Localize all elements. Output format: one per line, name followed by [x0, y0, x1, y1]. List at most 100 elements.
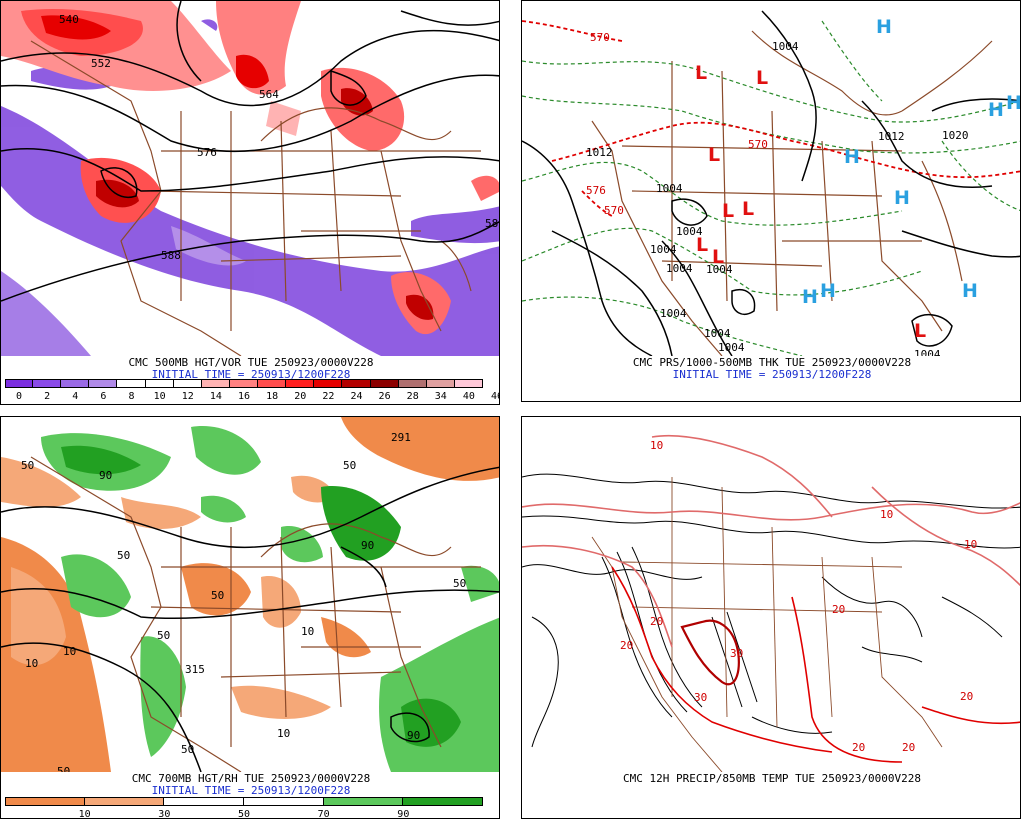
map-700mb: 291 315 50 90 10 10 50 90 50 10 50 50 90…	[1, 417, 499, 772]
scale-swatch	[398, 379, 427, 388]
high-pressure-marker: H	[894, 187, 910, 209]
contour-label: 315	[185, 663, 205, 676]
thickness-570-576	[522, 20, 1020, 217]
scale-tick-label: 24	[350, 391, 363, 402]
contour-label: 50	[117, 549, 130, 562]
temp-label: 20	[852, 741, 865, 754]
low-pressure-marker: L	[742, 198, 754, 220]
high-pressure-marker: H	[844, 146, 860, 168]
rh-moist-fill	[41, 426, 499, 772]
contour-label: 576	[197, 146, 217, 159]
scale-swatch	[403, 797, 483, 806]
scale-swatch	[370, 379, 399, 388]
contour-label: 10	[25, 657, 38, 670]
low-pressure-marker: L	[722, 200, 734, 222]
high-pressure-marker: H	[988, 99, 1004, 121]
temp-label: 20	[650, 615, 663, 628]
pressure-label: 1004	[650, 243, 677, 256]
scale-tick-label: 18	[266, 391, 279, 402]
caption-title: CMC 500MB HGT/VOR TUE 250923/0000V228	[128, 356, 374, 369]
high-markers: H H H H H H H H	[802, 16, 1021, 308]
low-pressure-marker: L	[756, 67, 768, 89]
contour-label: 588	[161, 249, 181, 262]
caption: CMC 12H PRECIP/850MB TEMP TUE 250923/000…	[522, 773, 1020, 785]
thickness-label: 570	[748, 138, 768, 151]
scale-tick-label: 46	[491, 391, 499, 402]
contour-label: 90	[361, 539, 374, 552]
panel-500mb-hgt-vor: 540 552 564 576 588 58 CMC 500MB HGT/VOR…	[0, 0, 500, 405]
pressure-label: 1012	[878, 130, 905, 143]
contour-label: 540	[59, 13, 79, 26]
scale-tick-label: 6	[100, 391, 107, 402]
scale-tick-label: 0	[16, 391, 23, 402]
thickness-contours	[522, 20, 1020, 356]
contour-labels: 291 315 50 90 10 10 50 90 50 10 50 50 90…	[21, 431, 466, 772]
pressure-label: 1004	[718, 341, 745, 354]
high-pressure-marker: H	[962, 280, 978, 302]
scale-swatch	[258, 379, 287, 388]
thickness-labels: 570 570 576 570	[586, 31, 768, 217]
pressure-label: 1012	[586, 146, 613, 159]
scale-swatch	[164, 797, 244, 806]
map-precip-850: 10 10 10 20 20 20 20 30 30 20 20	[522, 434, 1020, 772]
contour-label: 50	[343, 459, 356, 472]
scale-tick-label: 22	[322, 391, 335, 402]
contour-label: 10	[301, 625, 314, 638]
scale-tick-label: 8	[128, 391, 135, 402]
caption-title: CMC PRS/1000-500MB THK TUE 250923/0000V2…	[632, 356, 912, 369]
scale-swatch	[117, 379, 146, 388]
color-scale-bar: 0246810121416182022242628344046	[5, 379, 499, 402]
scale-tick-label: 26	[378, 391, 391, 402]
contour-labels: 540 552 564 576 588 58	[59, 13, 498, 262]
pressure-label: 1004	[676, 225, 703, 238]
caption-init-time: INITIAL TIME = 250913/1200F228	[151, 368, 351, 381]
scale-swatch	[229, 379, 259, 388]
scale-swatch	[314, 379, 343, 388]
map-prs-thk: 1004 1012 1012 1020 1004 1004 1004 1004 …	[522, 10, 1021, 356]
map-500mb: 540 552 564 576 588 58	[1, 1, 499, 356]
panel-precip-850mb-temp: 10 10 10 20 20 20 20 30 30 20 20 CMC 12H…	[521, 416, 1021, 819]
scale-swatch	[201, 379, 230, 388]
scale-swatch	[323, 797, 404, 806]
contour-label: 50	[453, 577, 466, 590]
vorticity-positive-fill	[1, 1, 499, 335]
scale-tick-label: 12	[181, 391, 194, 402]
pressure-contours	[522, 10, 1020, 356]
scale-swatch	[426, 379, 455, 388]
scale-swatch	[454, 379, 483, 388]
contour-label: 50	[181, 743, 194, 756]
color-scale-bar: 10 30 50 70 90	[5, 797, 483, 818]
panel-700mb-hgt-rh: 291 315 50 90 10 10 50 90 50 10 50 50 90…	[0, 416, 500, 819]
low-pressure-marker: L	[708, 144, 720, 166]
scale-swatch	[33, 379, 62, 388]
scale-swatch	[5, 797, 85, 806]
high-pressure-marker: H	[820, 280, 836, 302]
scale-swatch	[244, 797, 324, 806]
high-pressure-marker: H	[802, 286, 818, 308]
low-pressure-marker: L	[696, 234, 708, 256]
caption-title: CMC 700MB HGT/RH TUE 250923/0000V228	[131, 772, 371, 785]
temp-label: 30	[694, 691, 707, 704]
scale-swatch	[145, 379, 174, 388]
height-contours	[1, 1, 499, 302]
scale-swatch	[5, 379, 34, 388]
scale-tick-label: 16	[237, 391, 251, 402]
scale-tick-label: 90	[397, 809, 410, 819]
scale-tick-label: 70	[317, 809, 330, 819]
high-pressure-marker: H	[1006, 92, 1021, 114]
contour-label: 564	[259, 88, 279, 101]
thickness-label: 576	[586, 184, 606, 197]
temperature-labels: 10 10 10 20 20 20 20 30 30 20 20	[620, 439, 977, 754]
low-pressure-marker: L	[695, 62, 707, 84]
pressure-label: 1020	[942, 129, 969, 142]
caption-init-time: INITIAL TIME = 250913/1200F228	[151, 784, 351, 797]
scale-swatch	[173, 379, 202, 388]
scale-tick-label: 34	[434, 391, 447, 402]
contour-label: 50	[57, 765, 70, 772]
contour-label: 50	[211, 589, 224, 602]
pressure-label: 1004	[704, 327, 731, 340]
scale-tick-label: 10	[78, 809, 91, 819]
high-pressure-marker: H	[876, 16, 892, 38]
geo-boundaries	[30, 456, 481, 772]
low-pressure-marker: L	[914, 320, 926, 342]
